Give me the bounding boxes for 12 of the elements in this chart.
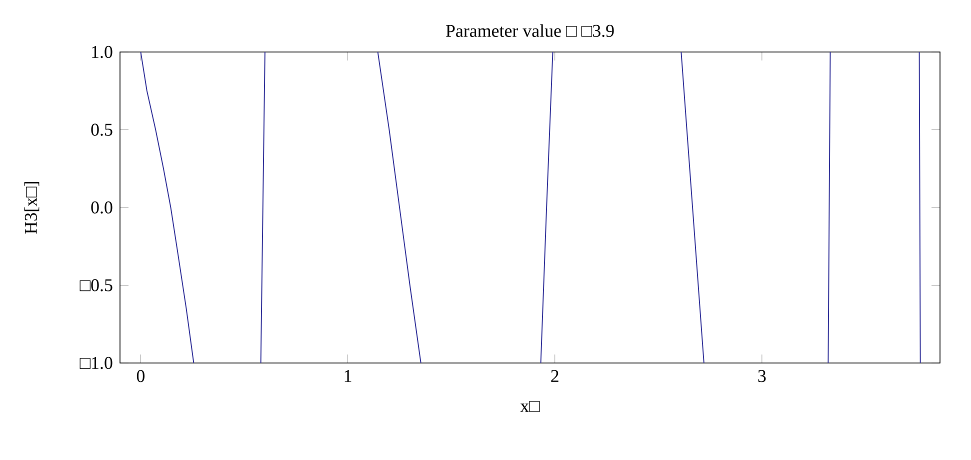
y-tick-label: 1.0 xyxy=(92,46,112,58)
x-tick-label: 1 xyxy=(344,370,352,382)
y-tick-label: 0.0 xyxy=(91,201,112,214)
x-tick-label: 3 xyxy=(758,370,766,382)
y-tick-label: 0.5 xyxy=(91,124,112,136)
y-tick-label: □0.5 xyxy=(80,279,112,292)
x-tick-label: 0 xyxy=(136,370,145,382)
y-axis-title: H3[x□] xyxy=(24,182,40,234)
chart-title: Parameter value □ □3.9 xyxy=(446,24,614,37)
y-tick-label: □1.0 xyxy=(80,356,112,370)
x-tick-label: 2 xyxy=(551,370,558,382)
x-axis-title: x□ xyxy=(520,401,540,412)
